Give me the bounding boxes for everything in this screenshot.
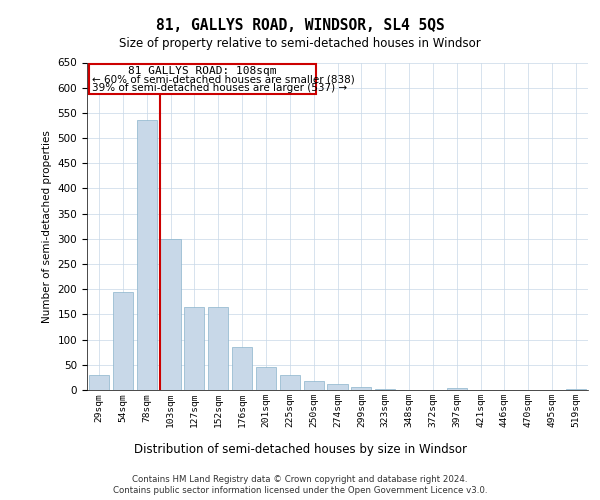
Text: Size of property relative to semi-detached houses in Windsor: Size of property relative to semi-detach… xyxy=(119,38,481,51)
Bar xyxy=(160,239,181,390)
Bar xyxy=(184,307,205,390)
Bar xyxy=(446,388,467,390)
Bar xyxy=(328,384,347,390)
Bar xyxy=(232,347,252,390)
Bar xyxy=(375,389,395,390)
Bar xyxy=(351,388,371,390)
Bar xyxy=(256,368,276,390)
Bar xyxy=(137,120,157,390)
Text: Contains public sector information licensed under the Open Government Licence v3: Contains public sector information licen… xyxy=(113,486,487,495)
Text: ← 60% of semi-detached houses are smaller (838): ← 60% of semi-detached houses are smalle… xyxy=(92,74,355,85)
Text: Distribution of semi-detached houses by size in Windsor: Distribution of semi-detached houses by … xyxy=(133,442,467,456)
Bar xyxy=(113,292,133,390)
Bar xyxy=(304,381,324,390)
Text: Contains HM Land Registry data © Crown copyright and database right 2024.: Contains HM Land Registry data © Crown c… xyxy=(132,475,468,484)
FancyBboxPatch shape xyxy=(89,64,316,94)
Text: 81 GALLYS ROAD: 108sqm: 81 GALLYS ROAD: 108sqm xyxy=(128,66,277,76)
Bar xyxy=(280,375,300,390)
Text: 81, GALLYS ROAD, WINDSOR, SL4 5QS: 81, GALLYS ROAD, WINDSOR, SL4 5QS xyxy=(155,18,445,32)
Bar xyxy=(208,307,229,390)
Bar xyxy=(89,375,109,390)
Text: 39% of semi-detached houses are larger (537) →: 39% of semi-detached houses are larger (… xyxy=(92,82,347,92)
Y-axis label: Number of semi-detached properties: Number of semi-detached properties xyxy=(42,130,52,322)
Bar xyxy=(566,389,586,390)
